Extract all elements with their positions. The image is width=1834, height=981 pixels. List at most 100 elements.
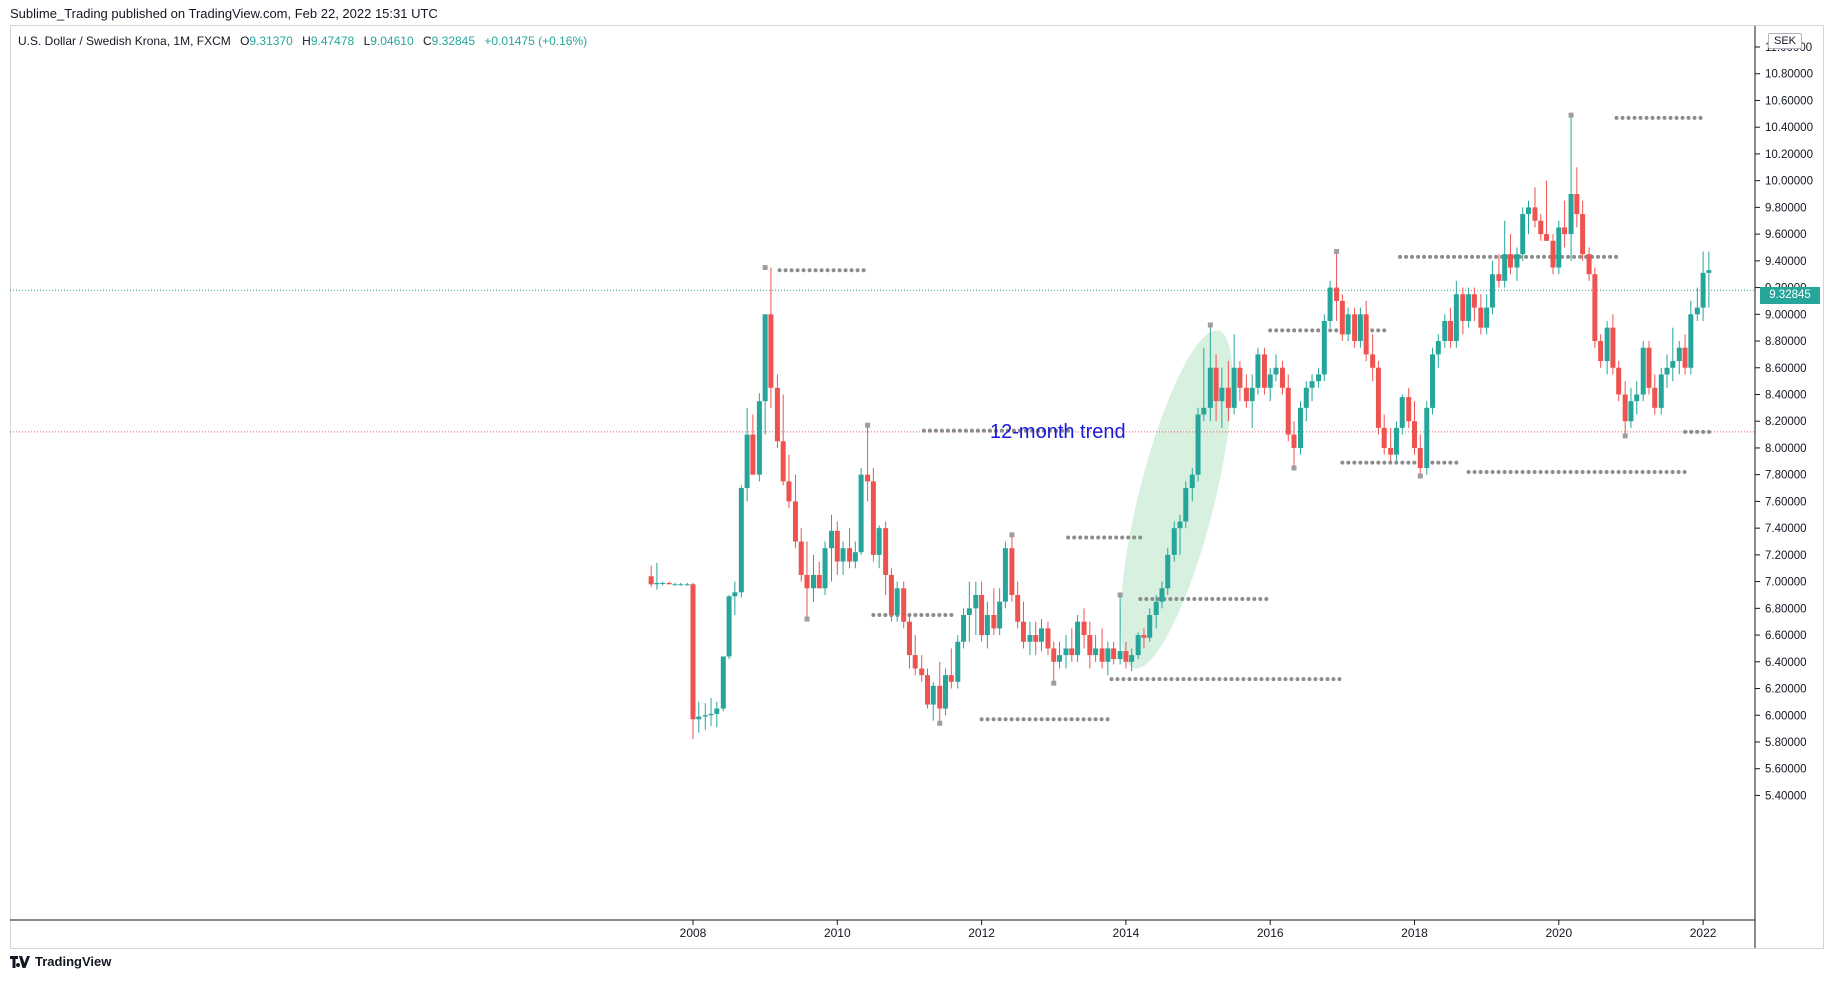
footer-brand[interactable]: TradingView — [10, 954, 111, 969]
level-dot — [837, 268, 842, 273]
level-dot — [943, 613, 948, 618]
y-tick-label: 8.60000 — [1765, 363, 1807, 375]
candle-body — [1069, 648, 1075, 656]
level-dot — [1616, 470, 1621, 475]
currency-button[interactable]: SEK — [1768, 33, 1803, 49]
level-dot — [1452, 254, 1457, 259]
level-dot — [1193, 677, 1198, 682]
level-dot — [1051, 717, 1056, 722]
level-dot — [1376, 460, 1381, 465]
level-dot — [1568, 470, 1573, 475]
level-dot — [1271, 677, 1276, 682]
candle-body — [937, 685, 943, 709]
level-dot — [1592, 470, 1597, 475]
candle-body — [1171, 528, 1177, 555]
level-dot — [1139, 677, 1144, 682]
level-dot — [1674, 115, 1679, 120]
level-dot — [877, 613, 882, 618]
level-dot — [1686, 115, 1691, 120]
candle-body — [744, 434, 750, 489]
candle-body — [1298, 407, 1304, 448]
level-dot — [1304, 328, 1309, 333]
level-dot — [1514, 470, 1519, 475]
candle-body — [1267, 374, 1273, 388]
level-dot — [1436, 460, 1441, 465]
level-dot — [1168, 596, 1173, 601]
candle-body — [1466, 294, 1472, 321]
level-dot — [1072, 535, 1077, 540]
candle-body — [1460, 294, 1466, 321]
trend-annotation: 12-month trend — [990, 421, 1126, 443]
symbol-title[interactable]: U.S. Dollar / Swedish Krona, 1M, FXCM — [18, 34, 231, 48]
level-dot — [1075, 717, 1080, 722]
level-dot — [1033, 717, 1038, 722]
level-dot — [1382, 460, 1387, 465]
candle-body — [870, 481, 876, 555]
level-dot — [1120, 535, 1125, 540]
candle-body — [912, 655, 918, 669]
level-dot — [1175, 677, 1180, 682]
level-dot — [1105, 717, 1110, 722]
level-dot — [1536, 254, 1541, 259]
candle-body — [1303, 387, 1309, 408]
level-dot — [1376, 328, 1381, 333]
candle-body — [1406, 397, 1412, 422]
level-dot — [919, 613, 924, 618]
candle-body — [1057, 655, 1063, 662]
candle-body — [1507, 254, 1513, 268]
level-dot — [1502, 470, 1507, 475]
level-dot — [1701, 429, 1706, 434]
candle-body — [1622, 394, 1628, 422]
level-dot — [1289, 677, 1294, 682]
candle-body — [1063, 648, 1069, 656]
level-dot — [1126, 535, 1131, 540]
level-dot — [1109, 677, 1114, 682]
level-dot — [1247, 677, 1252, 682]
y-tick-label: 6.80000 — [1765, 603, 1807, 615]
open-label: O — [240, 34, 250, 48]
level-dot — [1404, 254, 1409, 259]
level-dot — [1268, 328, 1273, 333]
level-dot — [1434, 254, 1439, 259]
level-dot — [1596, 254, 1601, 259]
x-tick-label: 2012 — [968, 926, 995, 940]
extreme-marker — [1009, 532, 1015, 538]
level-dot — [1169, 677, 1174, 682]
level-dot — [1121, 677, 1126, 682]
level-dot — [1650, 115, 1655, 120]
level-dot — [1683, 429, 1688, 434]
level-dot — [1334, 328, 1339, 333]
level-dot — [813, 268, 818, 273]
y-tick-label: 10.80000 — [1765, 69, 1813, 81]
level-dot — [1604, 470, 1609, 475]
level-dot — [783, 268, 788, 273]
level-dot — [1572, 254, 1577, 259]
level-dot — [1150, 596, 1155, 601]
level-dot — [1277, 677, 1282, 682]
candle-body — [786, 481, 792, 502]
level-dot — [1662, 115, 1667, 120]
candle-body — [1375, 367, 1381, 428]
x-tick-label: 2008 — [680, 926, 707, 940]
candle-body — [1664, 367, 1670, 375]
level-dot — [1394, 460, 1399, 465]
level-dot — [1295, 677, 1300, 682]
candle-body — [708, 713, 714, 716]
candle-body — [1670, 361, 1676, 368]
candle-body — [1580, 214, 1586, 255]
candle-body — [1249, 387, 1255, 402]
level-dot — [1145, 677, 1150, 682]
level-dot — [1087, 717, 1092, 722]
level-dot — [1015, 717, 1020, 722]
candle-body — [696, 716, 702, 720]
candle-body — [834, 530, 840, 562]
candle-body — [1033, 635, 1039, 642]
level-dot — [1388, 460, 1393, 465]
level-dot — [1204, 596, 1209, 601]
candle-body — [1321, 320, 1327, 375]
level-dot — [1027, 717, 1032, 722]
level-dot — [1217, 677, 1222, 682]
candle-body — [1417, 447, 1423, 468]
level-dot — [1658, 470, 1663, 475]
